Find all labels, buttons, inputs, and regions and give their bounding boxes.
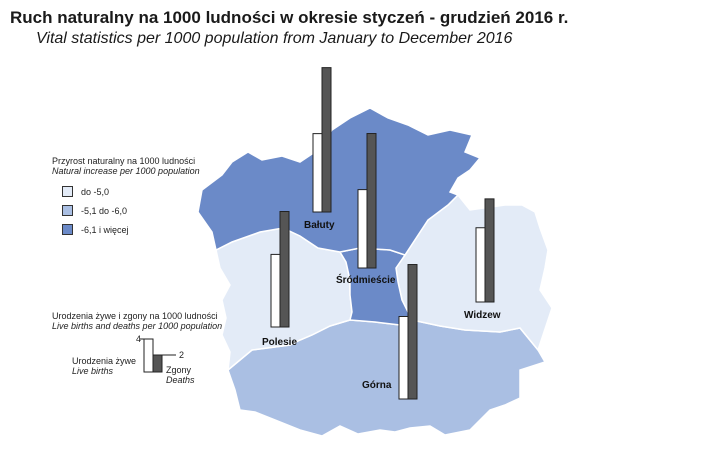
legend-increase-title-en: Natural increase per 1000 population: [52, 166, 200, 176]
bars-srodmiescie: [357, 133, 377, 269]
map-subtitle: Vital statistics per 1000 population fro…: [36, 30, 513, 47]
bar-births-gorna: [398, 316, 409, 400]
bar-births-widzew: [475, 227, 486, 303]
legend-class-2: -5,1 do -6,0: [62, 205, 127, 216]
bar-legend-births-sample: [143, 338, 154, 373]
district-label-srodmiescie: Śródmieście: [336, 273, 396, 286]
bars-polesie: [270, 211, 290, 328]
legend-swatch-2: [62, 205, 73, 216]
bar-deaths-polesie: [279, 211, 290, 328]
bar-deaths-gorna: [407, 264, 418, 400]
district-label-widzew: Widzew: [464, 310, 501, 321]
legend-increase-title-pl: Przyrost naturalny na 1000 ludności: [52, 156, 196, 166]
bars-widzew: [475, 198, 495, 303]
bar-births-srodmiescie: [357, 189, 368, 269]
legend-deaths-en: Deaths: [166, 375, 195, 385]
legend-deaths-label: Zgony Deaths: [166, 365, 195, 385]
district-label-polesie: Polesie: [262, 337, 297, 348]
legend-bars-title-pl: Urodzenia żywe i zgony na 1000 ludności: [52, 311, 218, 321]
legend-class-label-2: -5,1 do -6,0: [81, 205, 128, 216]
bars-gorna: [398, 264, 418, 400]
legend-bars-title-en: Live births and deaths per 1000 populati…: [52, 321, 223, 331]
district-label-gorna: Górna: [362, 380, 392, 391]
bar-deaths-widzew: [484, 198, 495, 303]
legend-increase-title: Przyrost naturalny na 1000 ludności Natu…: [52, 156, 200, 176]
legend-swatch-3: [62, 224, 73, 235]
bars-baluty: [312, 67, 332, 213]
bar-deaths-srodmiescie: [366, 133, 377, 269]
bar-deaths-baluty: [321, 67, 332, 213]
district-area-baluty[interactable]: [197, 107, 482, 256]
legend-class-3: -6,1 i więcej: [62, 224, 129, 235]
legend-class-label-1: do -5,0: [81, 186, 110, 197]
legend-births-label: Urodzenia żywe Live births: [72, 356, 136, 376]
legend-births-en: Live births: [72, 366, 114, 376]
bar-births-baluty: [312, 133, 323, 213]
legend-births-pl: Urodzenia żywe: [72, 356, 137, 366]
bar-legend-deaths-sample: [152, 354, 163, 373]
legend-bars-title: Urodzenia żywe i zgony na 1000 ludności …: [52, 311, 222, 331]
map-title: Ruch naturalny na 1000 ludności w okresi…: [10, 8, 569, 27]
bar-legend-deaths-value: 2: [179, 350, 184, 360]
district-label-baluty: Bałuty: [304, 220, 335, 231]
bar-births-polesie: [270, 253, 281, 328]
bar-legend-births-value: 4: [136, 334, 141, 344]
bar-legend-sample: 4 2: [136, 334, 184, 373]
legend-class-label-3: -6,1 i więcej: [81, 224, 129, 235]
legend-swatch-1: [62, 186, 73, 197]
legend-class-1: do -5,0: [62, 186, 109, 197]
legend-deaths-pl: Zgony: [166, 365, 192, 375]
